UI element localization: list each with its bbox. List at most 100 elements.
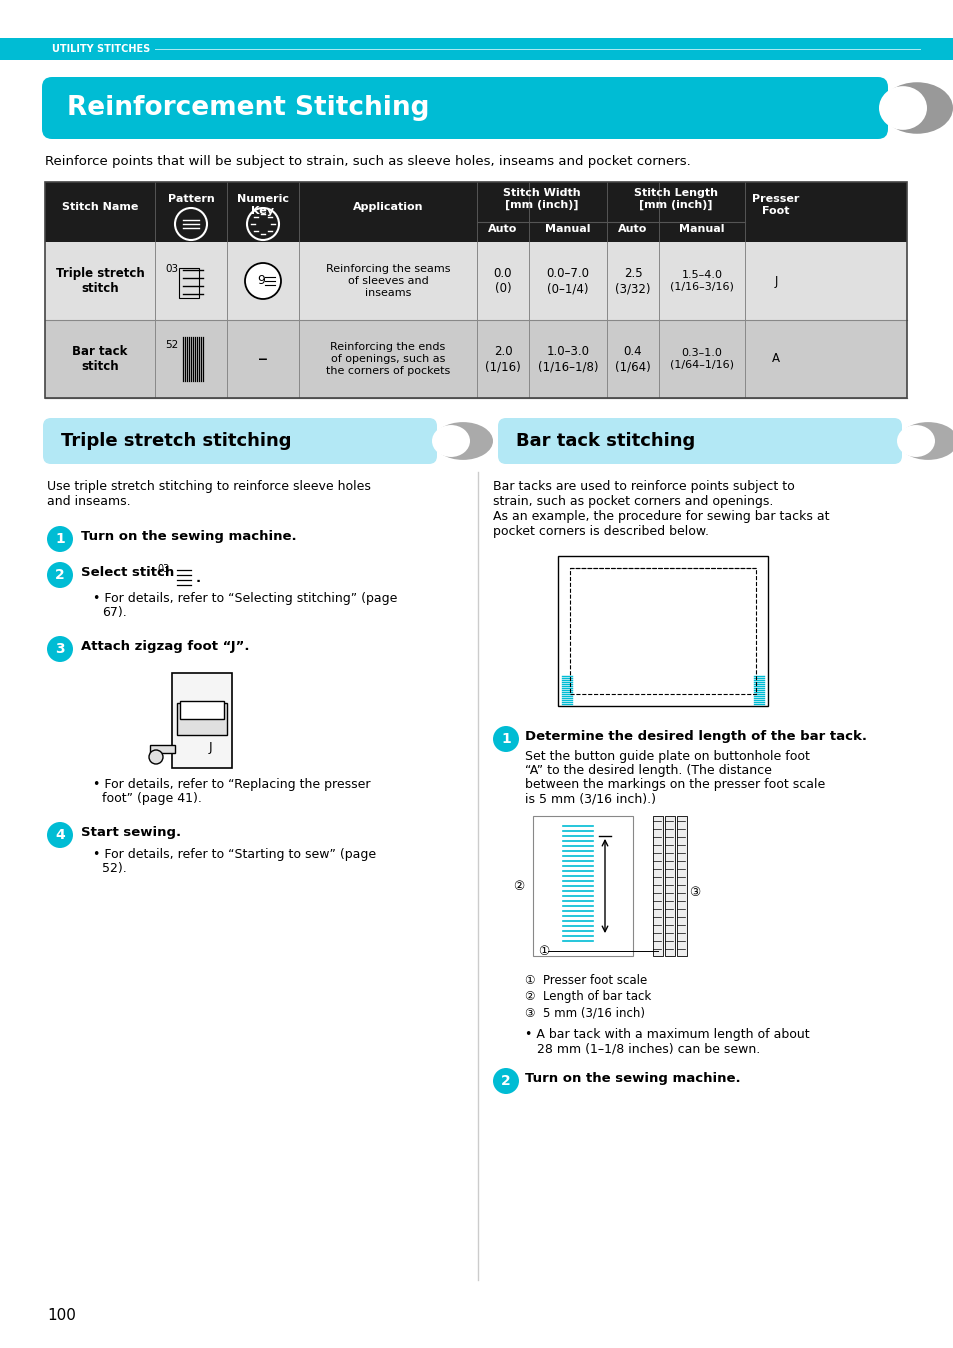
Bar bbox=[0, 38, 953, 61]
Ellipse shape bbox=[432, 425, 470, 457]
Text: Reinforce points that will be subject to strain, such as sleeve holes, inseams a: Reinforce points that will be subject to… bbox=[45, 155, 690, 168]
Bar bbox=[150, 745, 174, 754]
Text: foot” (page 41).: foot” (page 41). bbox=[102, 793, 202, 805]
Text: ①  Presser foot scale: ① Presser foot scale bbox=[524, 975, 646, 987]
Text: 2.5
(3/32): 2.5 (3/32) bbox=[615, 267, 650, 295]
Text: 2: 2 bbox=[500, 1074, 511, 1088]
Bar bbox=[533, 816, 633, 956]
Circle shape bbox=[493, 1068, 518, 1095]
Text: 03: 03 bbox=[165, 264, 178, 274]
Text: 0.4
(1/64): 0.4 (1/64) bbox=[615, 345, 650, 373]
Text: Reinforcing the ends
of openings, such as
the corners of pockets: Reinforcing the ends of openings, such a… bbox=[326, 342, 450, 376]
Bar bbox=[45, 182, 906, 243]
Text: Bar tacks are used to reinforce points subject to
strain, such as pocket corners: Bar tacks are used to reinforce points s… bbox=[493, 480, 828, 538]
Text: Auto: Auto bbox=[618, 224, 647, 235]
Text: –: – bbox=[258, 349, 268, 368]
Ellipse shape bbox=[896, 425, 934, 457]
Text: ②: ② bbox=[513, 879, 524, 892]
Text: Numeric
Key: Numeric Key bbox=[236, 194, 289, 216]
Text: 100: 100 bbox=[47, 1308, 76, 1322]
Text: 2: 2 bbox=[55, 568, 65, 582]
FancyBboxPatch shape bbox=[43, 418, 436, 464]
Text: Stitch Width
[mm (inch)]: Stitch Width [mm (inch)] bbox=[502, 187, 580, 210]
Text: • For details, refer to “Starting to sew” (page: • For details, refer to “Starting to sew… bbox=[92, 848, 375, 861]
Circle shape bbox=[245, 263, 281, 299]
Text: 67).: 67). bbox=[102, 607, 127, 619]
Text: 52: 52 bbox=[165, 340, 178, 350]
FancyBboxPatch shape bbox=[42, 77, 887, 139]
Text: Stitch Length
[mm (inch)]: Stitch Length [mm (inch)] bbox=[634, 187, 718, 210]
Ellipse shape bbox=[880, 82, 952, 133]
Text: 2.0
(1/16): 2.0 (1/16) bbox=[485, 345, 520, 373]
Text: Select stitch: Select stitch bbox=[81, 566, 179, 580]
Text: Start sewing.: Start sewing. bbox=[81, 826, 181, 838]
Text: ③: ③ bbox=[688, 887, 700, 899]
Text: Bar tack
stitch: Bar tack stitch bbox=[72, 345, 128, 373]
Text: • For details, refer to “Selecting stitching” (page: • For details, refer to “Selecting stitc… bbox=[92, 592, 397, 605]
Text: “A” to the desired length. (The distance: “A” to the desired length. (The distance bbox=[524, 764, 771, 776]
Text: .: . bbox=[195, 572, 201, 585]
Text: Presser
Foot: Presser Foot bbox=[752, 194, 799, 216]
Circle shape bbox=[493, 727, 518, 752]
Text: Triple stretch
stitch: Triple stretch stitch bbox=[55, 267, 144, 295]
Text: ①: ① bbox=[537, 945, 549, 958]
Text: is 5 mm (3/16 inch).): is 5 mm (3/16 inch).) bbox=[524, 793, 656, 805]
Text: 3: 3 bbox=[55, 642, 65, 656]
Bar bbox=[664, 816, 675, 956]
Circle shape bbox=[47, 526, 73, 551]
Text: A: A bbox=[771, 352, 780, 365]
Bar bbox=[45, 319, 906, 398]
Text: Stitch Name: Stitch Name bbox=[62, 202, 138, 212]
Text: 9: 9 bbox=[256, 275, 265, 287]
Text: Bar tack stitching: Bar tack stitching bbox=[516, 431, 695, 450]
Text: 0.3–1.0
(1/64–1/16): 0.3–1.0 (1/64–1/16) bbox=[669, 348, 733, 369]
Text: J: J bbox=[208, 741, 212, 755]
Bar bbox=[569, 568, 755, 694]
Text: Application: Application bbox=[353, 202, 423, 212]
Text: 52).: 52). bbox=[102, 861, 127, 875]
Bar bbox=[177, 704, 227, 735]
Bar bbox=[45, 243, 906, 319]
Text: 0.0–7.0
(0–1/4): 0.0–7.0 (0–1/4) bbox=[546, 267, 589, 295]
Text: Manual: Manual bbox=[679, 224, 724, 235]
Text: 1.0–3.0
(1/16–1/8): 1.0–3.0 (1/16–1/8) bbox=[537, 345, 598, 373]
Text: • A bar tack with a maximum length of about
   28 mm (1–1/8 inches) can be sewn.: • A bar tack with a maximum length of ab… bbox=[524, 1029, 809, 1055]
Bar bbox=[45, 182, 906, 398]
Text: UTILITY STITCHES: UTILITY STITCHES bbox=[52, 44, 150, 54]
Bar bbox=[172, 673, 232, 768]
Text: 03: 03 bbox=[157, 563, 169, 574]
Text: Triple stretch stitching: Triple stretch stitching bbox=[61, 431, 292, 450]
Text: between the markings on the presser foot scale: between the markings on the presser foot… bbox=[524, 778, 824, 791]
Text: ②  Length of bar tack: ② Length of bar tack bbox=[524, 989, 651, 1003]
Text: ③  5 mm (3/16 inch): ③ 5 mm (3/16 inch) bbox=[524, 1006, 644, 1019]
FancyBboxPatch shape bbox=[497, 418, 901, 464]
Text: Turn on the sewing machine.: Turn on the sewing machine. bbox=[524, 1072, 740, 1085]
Circle shape bbox=[47, 562, 73, 588]
Text: 1: 1 bbox=[500, 732, 511, 745]
Text: Turn on the sewing machine.: Turn on the sewing machine. bbox=[81, 530, 296, 543]
Text: Reinforcement Stitching: Reinforcement Stitching bbox=[67, 94, 429, 121]
Text: J: J bbox=[774, 275, 777, 287]
Text: Attach zigzag foot “J”.: Attach zigzag foot “J”. bbox=[81, 640, 250, 652]
Ellipse shape bbox=[897, 422, 953, 460]
Text: Manual: Manual bbox=[545, 224, 590, 235]
Text: 0.0
(0): 0.0 (0) bbox=[494, 267, 512, 295]
Text: 4: 4 bbox=[55, 828, 65, 842]
Text: Determine the desired length of the bar tack.: Determine the desired length of the bar … bbox=[524, 731, 866, 743]
Bar bbox=[558, 555, 767, 706]
Bar bbox=[179, 268, 199, 298]
Text: • For details, refer to “Replacing the presser: • For details, refer to “Replacing the p… bbox=[92, 778, 370, 791]
Text: Set the button guide plate on buttonhole foot: Set the button guide plate on buttonhole… bbox=[524, 749, 809, 763]
Bar bbox=[180, 701, 224, 718]
Text: Use triple stretch stitching to reinforce sleeve holes
and inseams.: Use triple stretch stitching to reinforc… bbox=[47, 480, 371, 508]
Ellipse shape bbox=[878, 86, 926, 129]
Text: Pattern: Pattern bbox=[168, 194, 214, 204]
Text: Auto: Auto bbox=[488, 224, 517, 235]
Ellipse shape bbox=[433, 422, 493, 460]
Text: 1: 1 bbox=[55, 532, 65, 546]
Text: Reinforcing the seams
of sleeves and
inseams: Reinforcing the seams of sleeves and ins… bbox=[325, 264, 450, 298]
Circle shape bbox=[47, 822, 73, 848]
Circle shape bbox=[47, 636, 73, 662]
Text: 1.5–4.0
(1/16–3/16): 1.5–4.0 (1/16–3/16) bbox=[669, 270, 733, 291]
Circle shape bbox=[149, 749, 163, 764]
